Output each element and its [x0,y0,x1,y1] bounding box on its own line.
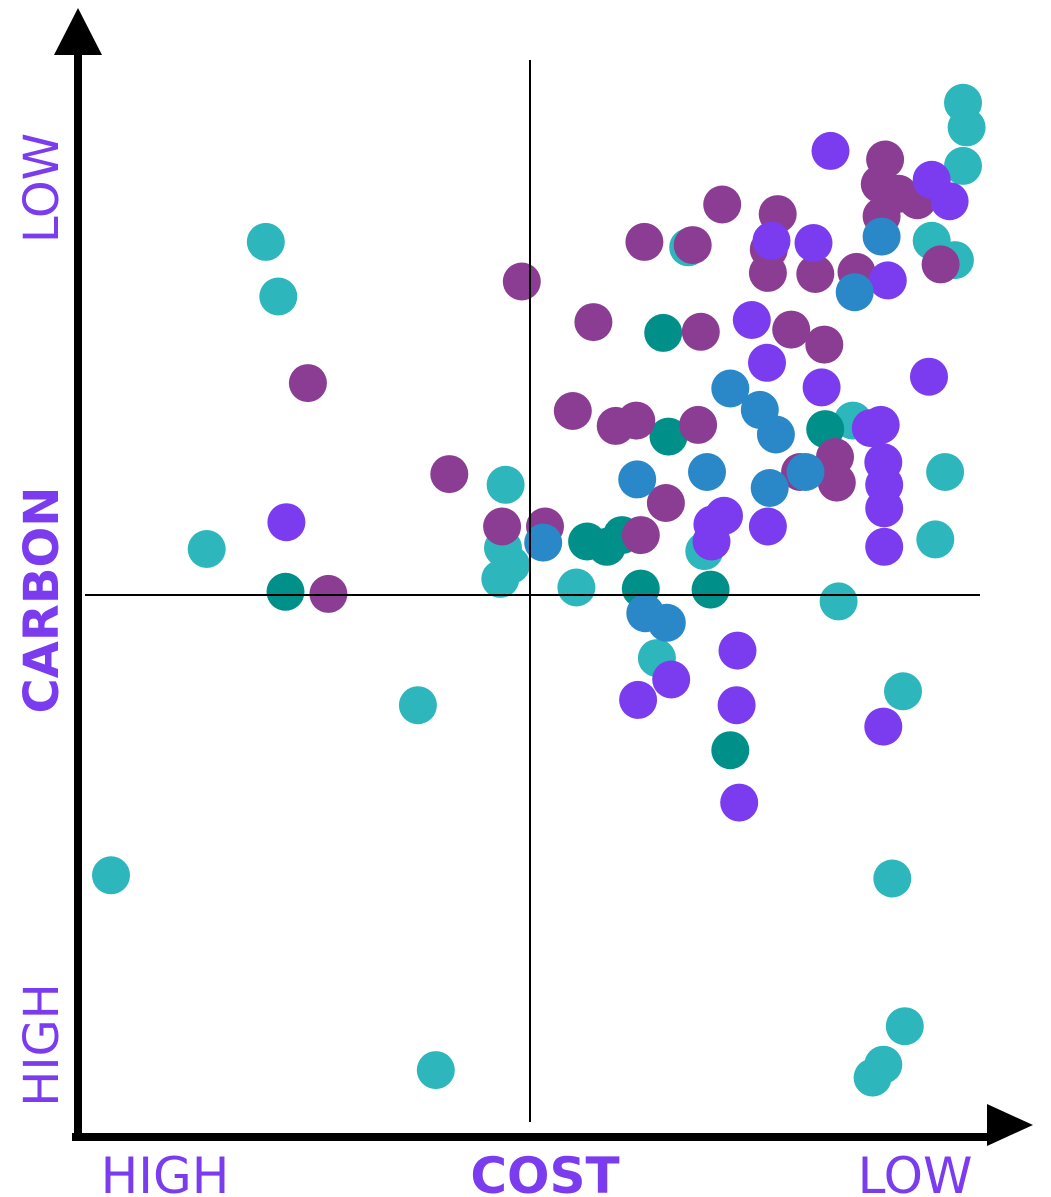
data-point-plum-3 [483,507,522,546]
data-point-plum-7 [574,303,613,342]
data-point-violet-13 [794,224,833,262]
data-point-teal_light-22 [916,520,955,559]
data-point-blue-5 [711,369,750,408]
data-point-blue-9 [786,453,825,491]
data-point-violet-9 [732,301,771,339]
y-axis-top-label: LOW [14,133,70,243]
data-point-plum-2 [430,455,469,494]
data-point-teal_dark-7 [691,570,730,609]
data-point-violet-12 [752,221,791,260]
data-point-plum-15 [681,312,720,351]
x-axis-title: COST [470,1147,619,1197]
data-point-blue-11 [862,217,901,256]
data-point-plum-16 [703,185,742,224]
data-point-plum-13 [673,226,712,265]
data-point-teal_light-4 [398,686,437,725]
data-point-teal_light-19 [944,146,982,185]
x-axis-arrow-icon [987,1104,1033,1146]
data-point-blue-0 [524,523,563,562]
data-point-teal_light-2 [259,277,298,316]
data-point-teal_light-14 [819,582,858,621]
data-point-teal_dark-8 [711,731,750,770]
data-point-blue-7 [750,469,789,507]
data-point-teal_light-10 [557,568,596,607]
y-axis-bottom-label: HIGH [14,983,70,1107]
data-point-plum-10 [621,516,660,555]
data-points [92,83,986,1097]
data-point-violet-6 [718,631,757,670]
data-point-teal_light-1 [246,222,285,261]
data-point-violet-11 [748,507,787,546]
data-point-violet-26 [930,182,969,221]
data-point-plum-25 [817,463,856,502]
data-point-teal_light-9 [481,559,520,598]
data-point-plum-20 [772,310,811,349]
data-point-violet-20 [865,489,904,528]
y-axis-title: CARBON [14,487,70,714]
data-point-violet-21 [865,527,904,566]
data-point-plum-6 [553,392,592,430]
data-point-teal_light-6 [486,465,525,504]
data-point-plum-0 [288,364,327,403]
data-point-teal_dark-5 [644,313,683,352]
data-point-teal_light-5 [416,1051,455,1090]
data-point-violet-10 [748,343,786,382]
data-point-teal_light-24 [873,859,912,898]
data-point-teal_light-25 [885,1007,924,1046]
data-point-blue-10 [835,273,874,312]
data-point-teal_light-27 [853,1058,892,1097]
data-point-plum-32 [921,245,960,284]
data-point-violet-14 [802,368,841,407]
data-point-plum-29 [866,140,905,179]
data-point-plum-1 [309,574,348,613]
data-point-violet-5 [705,496,743,535]
data-point-blue-4 [688,453,726,491]
data-point-teal_light-18 [947,108,986,147]
data-point-plum-11 [625,222,664,261]
data-point-teal_light-23 [884,672,922,711]
x-axis-right-label: LOW [858,1147,973,1197]
data-point-violet-1 [619,680,658,719]
data-point-plum-14 [679,405,718,444]
data-point-blue-3 [647,603,686,642]
data-point-violet-23 [868,261,907,300]
data-point-violet-15 [811,131,850,170]
data-point-plum-4 [502,262,541,301]
data-point-violet-24 [910,357,948,396]
data-point-violet-7 [720,783,759,822]
data-point-violet-8 [717,686,756,725]
x-axis-left-label: HIGH [101,1147,230,1197]
data-point-teal_light-0 [92,856,130,895]
data-point-violet-17 [861,405,900,444]
data-point-blue-1 [618,460,657,499]
data-point-teal_dark-0 [266,572,305,611]
data-point-teal_dark-6 [649,417,688,456]
data-point-plum-9 [617,401,656,440]
data-point-plum-12 [646,484,685,522]
data-point-violet-2 [652,660,691,699]
data-point-teal_light-3 [187,530,226,568]
y-axis-arrow-icon [54,8,102,55]
data-point-teal_light-21 [926,453,965,491]
data-point-violet-22 [864,707,903,746]
data-point-violet-0 [267,503,306,542]
data-point-plum-22 [796,255,835,293]
data-point-plum-19 [748,253,787,292]
data-point-blue-8 [756,415,795,454]
data-point-plum-23 [805,325,844,364]
